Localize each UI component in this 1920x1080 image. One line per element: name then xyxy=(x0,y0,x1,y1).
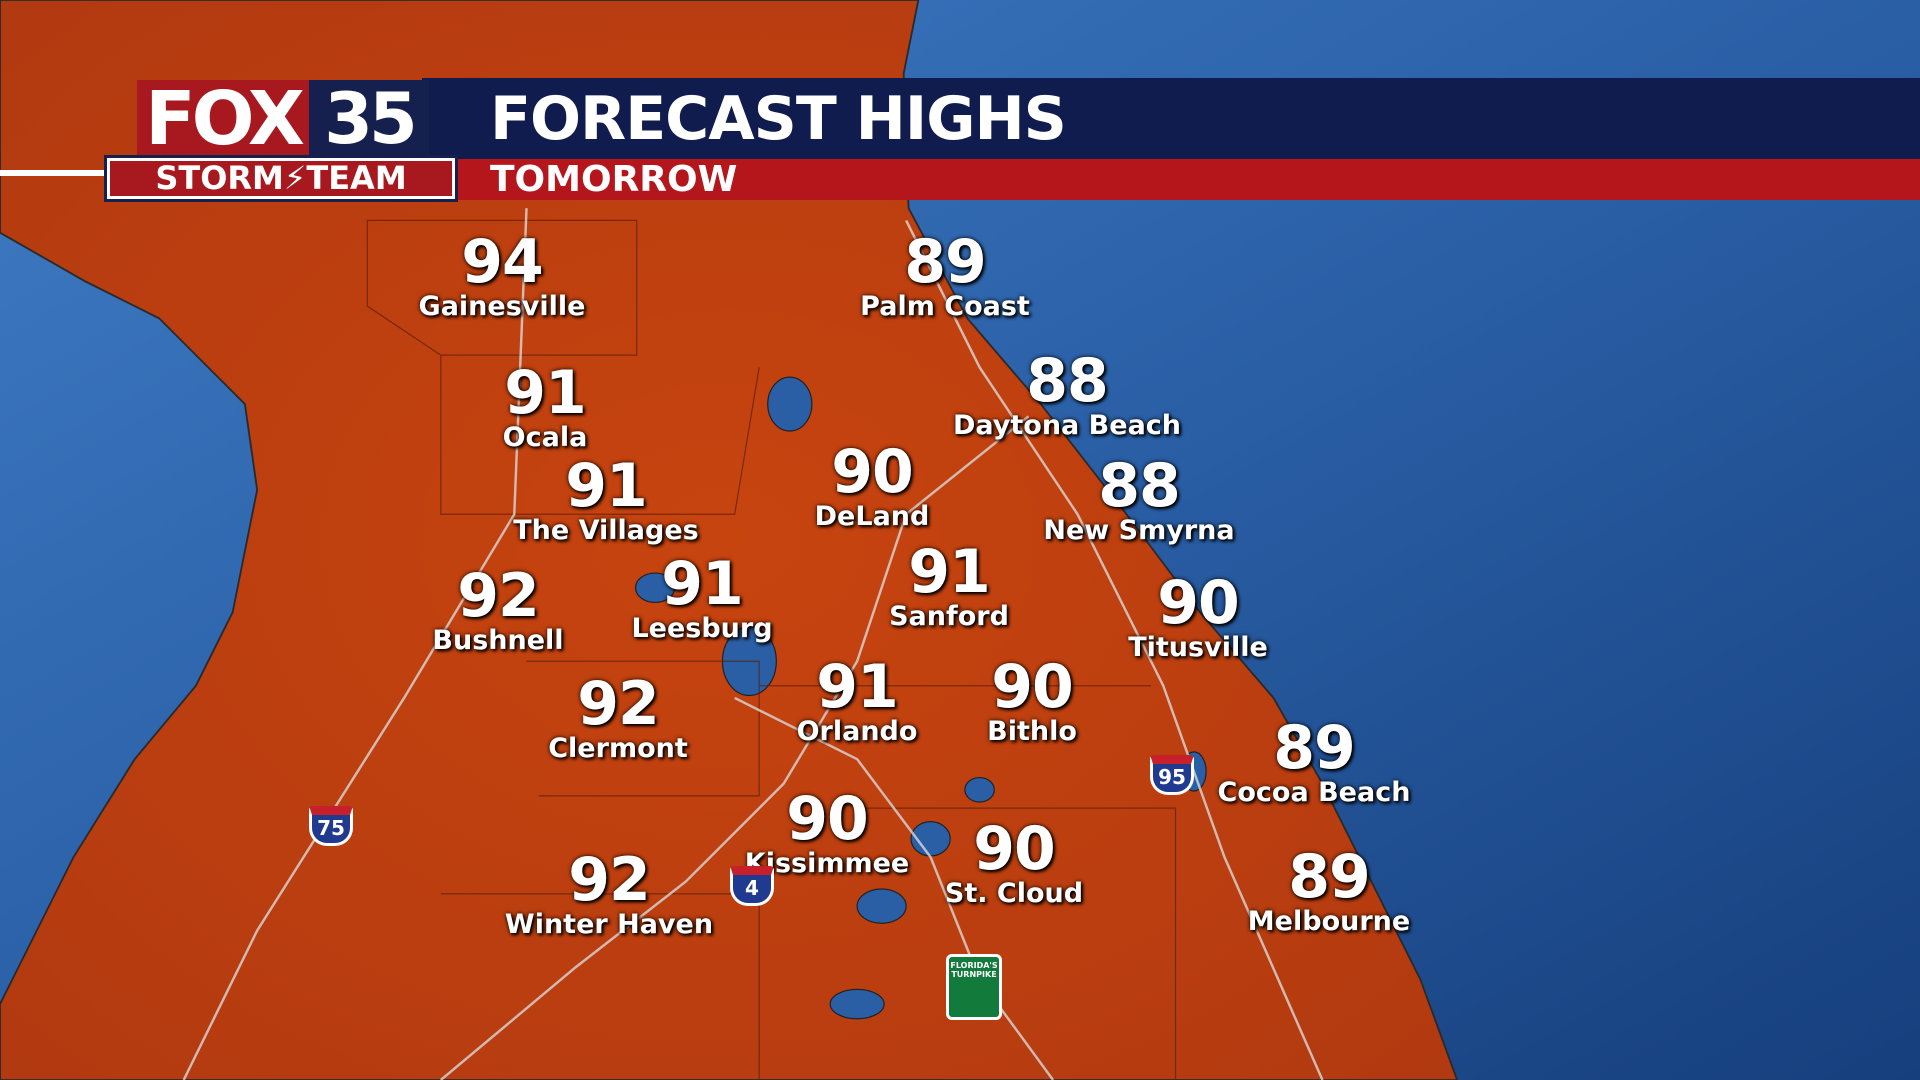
subheader-bar xyxy=(422,159,1920,200)
city-name: St. Cloud xyxy=(944,878,1084,909)
city-melbourne: 89 Melbourne xyxy=(1248,847,1410,937)
temperature: 92 xyxy=(457,561,540,631)
city-cocoa-beach: 89 Cocoa Beach xyxy=(1218,718,1411,808)
logo-accent-line xyxy=(0,170,107,176)
city-daytona-beach: 88 Daytona Beach xyxy=(953,351,1181,441)
temperature: 91 xyxy=(816,652,898,722)
city-ocala: 91 Ocala xyxy=(503,363,588,453)
temperature: 92 xyxy=(568,845,651,915)
city-bithlo: 90 Bithlo xyxy=(987,657,1077,747)
temperature: 88 xyxy=(1098,451,1181,521)
city-titusville: 90 Titusville xyxy=(1128,573,1268,663)
city-name: Bushnell xyxy=(432,625,564,656)
temperature: 92 xyxy=(577,669,659,739)
city-sanford: 91 Sanford xyxy=(889,542,1009,632)
page-title: FORECAST HIGHS xyxy=(490,84,1067,154)
florida-turnpike-shield-icon: FLORIDA'S TURNPIKE xyxy=(946,954,1002,1020)
city-name: Orlando xyxy=(796,716,918,747)
city-name: Cocoa Beach xyxy=(1217,777,1411,808)
city-name: Melbourne xyxy=(1247,906,1411,937)
city-orlando: 91 Orlando xyxy=(797,657,918,747)
storm-team-logo: STORM⚡TEAM xyxy=(104,155,458,202)
city-gainesville: 94 Gainesville xyxy=(419,232,586,322)
city-name: DeLand xyxy=(814,501,930,532)
temperature: 90 xyxy=(1157,568,1239,638)
temperature: 94 xyxy=(461,227,543,297)
city-kissimmee: 90 Kissimmee xyxy=(745,789,909,879)
city-st-cloud: 90 St. Cloud xyxy=(945,819,1083,909)
roads xyxy=(182,208,1324,1080)
interstate-95-shield-icon: 95 xyxy=(1150,755,1194,795)
city-name: Leesburg xyxy=(631,613,773,644)
city-bushnell: 92 Bushnell xyxy=(432,566,563,656)
channel-number: 35 xyxy=(309,80,429,158)
interstate-75-shield-icon: 75 xyxy=(309,806,353,846)
land xyxy=(0,0,1459,1080)
city-name: New Smyrna xyxy=(1043,515,1235,546)
city-clermont: 92 Clermont xyxy=(548,674,688,764)
city-name: Ocala xyxy=(502,422,588,453)
city-name: Sanford xyxy=(889,601,1009,632)
page-subtitle: TOMORROW xyxy=(490,159,738,200)
city-name: Palm Coast xyxy=(860,291,1030,322)
temperature: 90 xyxy=(831,437,913,507)
temperature: 91 xyxy=(565,451,648,521)
city-palm-coast: 89 Palm Coast xyxy=(860,232,1030,322)
city-name: Winter Haven xyxy=(504,909,714,940)
city-the-villages: 91 The Villages xyxy=(513,456,698,546)
fox-logo: FOX xyxy=(137,80,309,158)
temperature: 90 xyxy=(991,652,1073,722)
city-leesburg: 91 Leesburg xyxy=(631,554,772,644)
temperature: 88 xyxy=(1026,346,1109,416)
temperature: 90 xyxy=(786,784,869,854)
city-new-smyrna: 88 New Smyrna xyxy=(1043,456,1234,546)
city-deland: 90 DeLand xyxy=(815,442,930,532)
temperature: 89 xyxy=(1288,842,1371,912)
temperature: 91 xyxy=(504,358,586,428)
city-name: Bithlo xyxy=(987,716,1077,747)
temperature: 91 xyxy=(661,549,744,619)
temperature: 91 xyxy=(908,537,990,607)
temperature: 89 xyxy=(904,227,986,297)
interstate-4-shield-icon: 4 xyxy=(730,866,774,906)
city-winter-haven: 92 Winter Haven xyxy=(505,850,713,940)
city-name: Clermont xyxy=(548,733,688,764)
city-name: Titusville xyxy=(1128,632,1268,663)
city-name: Daytona Beach xyxy=(952,410,1182,441)
city-name: The Villages xyxy=(513,515,699,546)
city-name: Gainesville xyxy=(418,291,586,322)
temperature: 89 xyxy=(1273,713,1355,783)
temperature: 90 xyxy=(973,814,1056,884)
header-bar xyxy=(422,78,1920,159)
county-lines xyxy=(366,219,1177,1080)
